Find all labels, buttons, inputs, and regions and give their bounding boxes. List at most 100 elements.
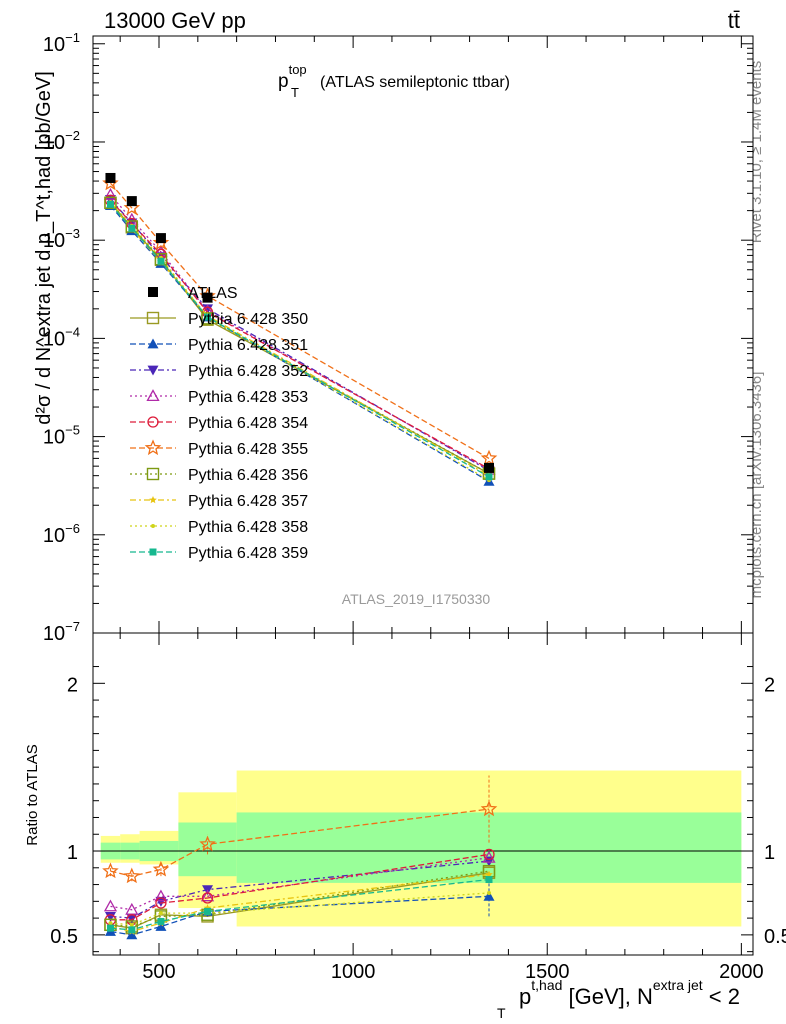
series-line-pythia-6-428-355 — [110, 182, 490, 459]
main-y-tick-label: 10−5 — [43, 423, 80, 449]
ratio-series-pythia-6-428-354 — [104, 848, 495, 926]
legend-label: Pythia 6.428 355 — [188, 441, 308, 458]
analysis-id: ATLAS_2019_I1750330 — [342, 591, 491, 607]
main-y-tick-label: 10−6 — [43, 521, 80, 547]
main-y-tick-exp: −4 — [65, 324, 80, 339]
legend-label: Pythia 6.428 353 — [188, 389, 308, 406]
ratio-series-pythia-6-428-355 — [102, 775, 498, 884]
main-plot-frame — [92, 35, 754, 634]
ratio-point-pythia-6-428-351 — [155, 920, 167, 931]
main-y-tick-base: 10 — [43, 230, 65, 252]
legend-entry-pythia-6-428-353: Pythia 6.428 353 — [130, 389, 308, 406]
legend-label: Pythia 6.428 358 — [188, 519, 308, 536]
legend-label: Pythia 6.428 350 — [188, 311, 308, 328]
series-atlas-data — [105, 172, 494, 473]
ratio-point-pythia-6-428-355 — [102, 862, 119, 879]
x-label-sub: T — [497, 1005, 506, 1021]
ratio-point-pythia-6-428-353 — [482, 850, 496, 863]
ratio-point-pythia-6-428-359 — [157, 917, 165, 925]
legend-marker — [151, 524, 155, 528]
series-point-pythia-6-428-359 — [128, 224, 136, 232]
ratio-series-pythia-6-428-359 — [106, 876, 493, 934]
legend-entry-pythia-6-428-359: Pythia 6.428 359 — [130, 545, 308, 562]
ratio-y-tick-label-left: 1 — [67, 842, 78, 864]
ratio-point-pythia-6-428-358 — [158, 911, 163, 916]
main-y-tick-label: 10−3 — [43, 226, 80, 252]
ratio-line-pythia-6-428-355 — [110, 808, 490, 877]
legend-label: Pythia 6.428 351 — [188, 337, 308, 354]
series-pythia-6-428-355 — [102, 174, 498, 466]
main-y-tick-base: 10 — [43, 427, 65, 449]
main-y-tick-exp: −7 — [65, 619, 80, 634]
ratio-y-ticks: 2 2 1 1 0.5 0.5 — [50, 666, 786, 953]
ratio-y-tick-label-left: 0.5 — [50, 926, 78, 948]
plot-title-sup: top — [289, 62, 307, 77]
main-panel: 10−110−210−310−410−510−610−7 ptop T (ATL… — [43, 30, 754, 645]
legend-label: Pythia 6.428 359 — [188, 545, 308, 562]
legend-entry-pythia-6-428-357: Pythia 6.428 357 — [130, 493, 308, 510]
main-y-tick-base: 10 — [43, 132, 65, 154]
ratio-point-pythia-6-428-351 — [126, 929, 138, 940]
x-tick-label: 500 — [142, 961, 175, 983]
main-y-tick-base: 10 — [43, 328, 65, 350]
ratio-series-pythia-6-428-353 — [103, 850, 496, 915]
atlas-data-point — [484, 462, 494, 473]
x-axis-ticks: 500 1000 1500 2000 — [119, 633, 764, 983]
atlas-data-point — [202, 292, 213, 303]
legend: ATLAS Pythia 6.428 350 Pythia 6.428 351 Pyt… — [130, 285, 308, 562]
series-line-pythia-6-428-357 — [110, 203, 490, 477]
ratio-point-pythia-6-428-353 — [125, 902, 139, 915]
series-point-pythia-6-428-359 — [106, 200, 114, 208]
main-y-tick-exp: −5 — [65, 423, 80, 438]
atlas-data-point — [155, 233, 166, 244]
ratio-point-pythia-6-428-354 — [155, 897, 167, 909]
main-y-tick-label: 10−2 — [43, 128, 80, 154]
legend-marker — [146, 389, 160, 402]
ratio-point-pythia-6-428-352 — [104, 912, 116, 922]
ratio-point-pythia-6-428-353 — [200, 889, 215, 902]
ratio-point-pythia-6-428-359 — [128, 926, 136, 934]
legend-marker — [144, 439, 162, 456]
energy-label: 13000 GeV pp — [104, 8, 246, 33]
main-y-tick-base: 10 — [43, 34, 65, 56]
legend-entry-pythia-6-428-355: Pythia 6.428 355 — [130, 439, 308, 458]
ratio-point-pythia-6-428-359 — [106, 924, 114, 932]
ratio-y-tick-label-right: 2 — [764, 674, 775, 696]
x-label-rest: < 2 — [703, 984, 740, 1009]
legend-marker — [149, 548, 157, 556]
ratio-y-tick-label-right: 0.5 — [764, 926, 786, 948]
series-point-pythia-6-428-359 — [485, 473, 493, 481]
series-point-pythia-6-428-359 — [204, 313, 212, 321]
series-point-pythia-6-428-355 — [152, 234, 170, 250]
legend-entry-pythia-6-428-350: Pythia 6.428 350 — [130, 311, 308, 328]
ratio-point-pythia-6-428-355 — [123, 867, 141, 884]
x-tick-label: 1000 — [331, 961, 376, 983]
x-label-sup: t,had — [531, 977, 562, 993]
main-y-tick-exp: −6 — [65, 521, 80, 536]
ratio-point-pythia-6-428-358 — [487, 890, 491, 895]
legend-marker — [146, 467, 160, 481]
ratio-point-pythia-6-428-351 — [483, 890, 495, 901]
legend-marker — [147, 365, 159, 376]
series-point-pythia-6-428-359 — [157, 257, 165, 265]
series-line-pythia-6-428-352 — [110, 198, 490, 472]
ratio-y-tick-label-left: 2 — [67, 674, 78, 696]
ratio-point-pythia-6-428-354 — [201, 892, 214, 904]
legend-marker-atlas — [148, 287, 158, 297]
ratio-point-pythia-6-428-355 — [152, 860, 170, 877]
main-y-tick-label: 10−4 — [43, 324, 80, 350]
ratio-plot-frame — [92, 632, 754, 956]
series-point-pythia-6-428-356 — [125, 220, 139, 233]
legend-label: Pythia 6.428 356 — [188, 467, 308, 484]
legend-entry-atlas: ATLAS — [148, 285, 238, 302]
x-label-sup2: extra jet — [653, 977, 703, 993]
legend-entry-pythia-6-428-351: Pythia 6.428 351 — [130, 337, 308, 354]
ratio-line-pythia-6-428-354 — [110, 853, 490, 921]
plot-title-p: p — [278, 71, 289, 92]
x-label-p: p — [519, 984, 531, 1009]
series-point-pythia-6-428-356 — [104, 196, 117, 210]
ratio-line-pythia-6-428-359 — [110, 878, 490, 931]
ratio-point-pythia-6-428-359 — [204, 907, 212, 915]
ratio-point-pythia-6-428-354 — [483, 848, 495, 861]
